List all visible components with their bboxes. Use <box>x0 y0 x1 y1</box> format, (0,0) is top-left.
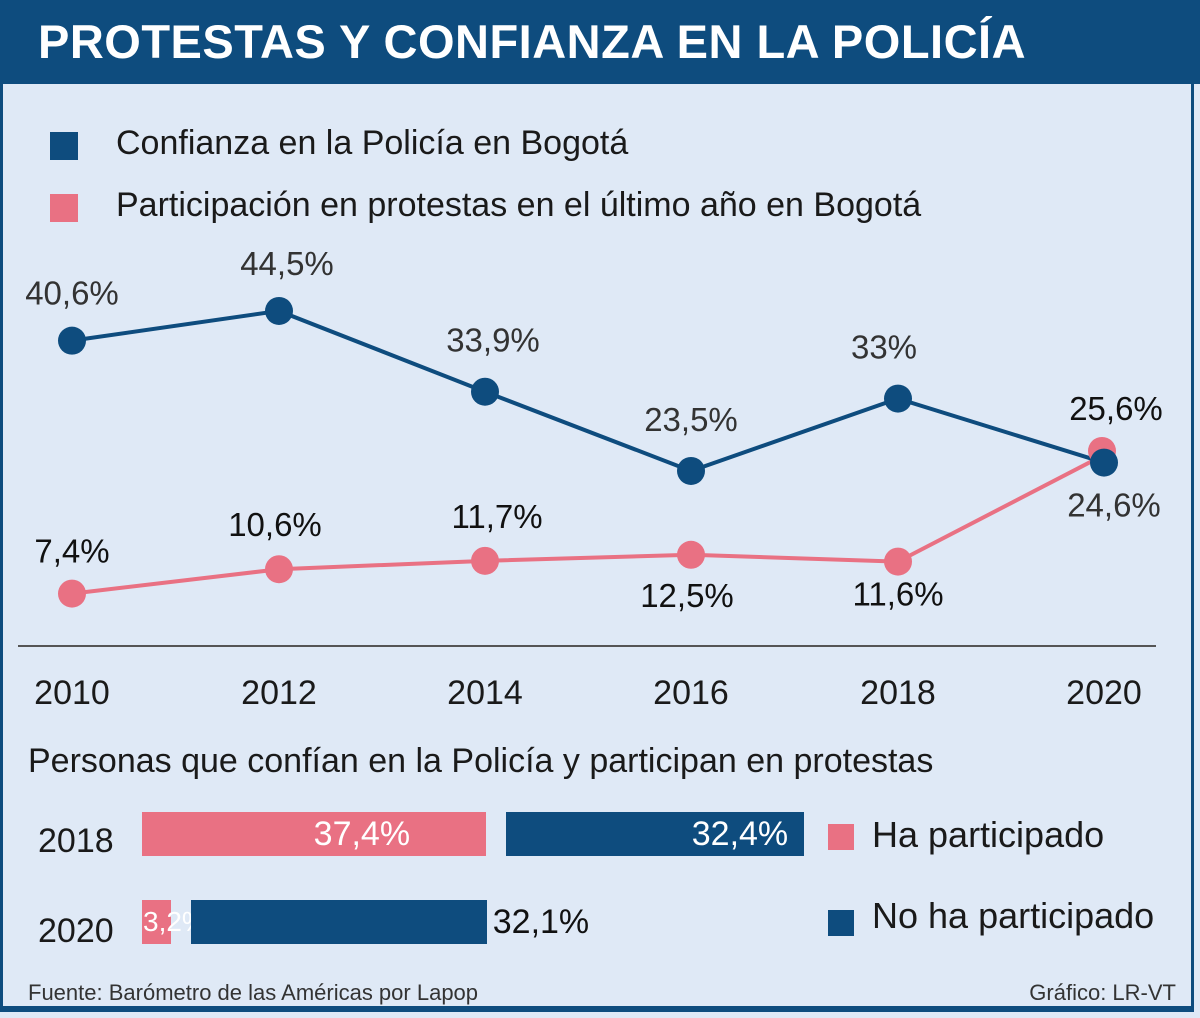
confianza-data-label: 33,9% <box>446 322 540 359</box>
confianza-data-label: 24,6% <box>1067 487 1161 524</box>
x-tick-label: 2018 <box>860 674 936 712</box>
confianza-point <box>471 377 499 406</box>
participacion-line <box>71 453 1105 596</box>
confianza-point <box>677 456 705 485</box>
x-tick-label: 2014 <box>447 674 523 712</box>
x-tick-label: 2012 <box>241 674 317 712</box>
bar-legend-no-ha-participado: No ha participado <box>872 895 1155 936</box>
participacion-data-label: 10,6% <box>228 506 322 543</box>
participacion-point <box>677 540 705 569</box>
bar-ha-participado <box>142 812 487 856</box>
x-tick-label: 2016 <box>653 674 729 712</box>
bar-ha-participado <box>142 900 172 944</box>
participacion-point <box>265 555 293 584</box>
confianza-line <box>71 308 1105 474</box>
bar-legend-ha-participado: Ha participado <box>872 814 1105 855</box>
confianza-data-label: 40,6% <box>25 275 119 312</box>
bar-year-2018: 2018 <box>38 822 114 860</box>
bar-data-label: 32,4% <box>691 815 789 853</box>
x-tick-label: 2010 <box>34 674 110 712</box>
participacion-point <box>471 546 499 575</box>
bar-no-ha-participado <box>191 900 487 944</box>
x-tick-label: 2020 <box>1066 674 1142 712</box>
bar-data-label: 32,1% <box>492 903 590 941</box>
participacion-point <box>884 547 912 576</box>
bar-chart-title: Personas que confían en la Policía y par… <box>28 742 934 780</box>
legend-swatch-blue <box>50 132 78 160</box>
page-title: PROTESTAS Y CONFIANZA EN LA POLICÍA <box>38 15 1027 68</box>
participacion-data-label: 25,6% <box>1069 390 1163 427</box>
title-bar: PROTESTAS Y CONFIANZA EN LA POLICÍA <box>0 0 1200 84</box>
participacion-data-label: 11,7% <box>451 498 542 535</box>
legend-swatch-pink <box>50 194 78 222</box>
confianza-point <box>884 384 912 413</box>
confianza-point <box>1090 448 1118 477</box>
participacion-data-label: 7,4% <box>34 533 109 570</box>
credit-note: Gráfico: LR-VT <box>1029 980 1176 1005</box>
confianza-point <box>265 296 293 325</box>
confianza-data-label: 44,5% <box>240 245 334 282</box>
legend-label-participacion: Participación en protestas en el último … <box>116 186 922 224</box>
source-note: Fuente: Barómetro de las Américas por La… <box>28 980 479 1005</box>
participacion-point <box>58 579 86 608</box>
legend-label-confianza: Confianza en la Policía en Bogotá <box>116 124 629 162</box>
bar-year-2020: 2020 <box>38 912 114 950</box>
bar-legend-swatch-blue <box>828 910 854 936</box>
line-chart: 2010 2012 2014 2016 2018 2020 40,6% 44,5% 33,9% 2… <box>18 245 1163 712</box>
bar-data-label: 37,4% <box>313 815 411 853</box>
confianza-point <box>58 326 86 355</box>
participacion-data-label: 12,5% <box>640 577 734 614</box>
bar-legend-swatch-pink <box>828 824 854 850</box>
participacion-data-label: 11,6% <box>852 576 943 613</box>
confianza-data-label: 33% <box>851 329 917 366</box>
confianza-data-label: 23,5% <box>644 401 738 438</box>
bar-no-ha-participado <box>506 812 805 856</box>
